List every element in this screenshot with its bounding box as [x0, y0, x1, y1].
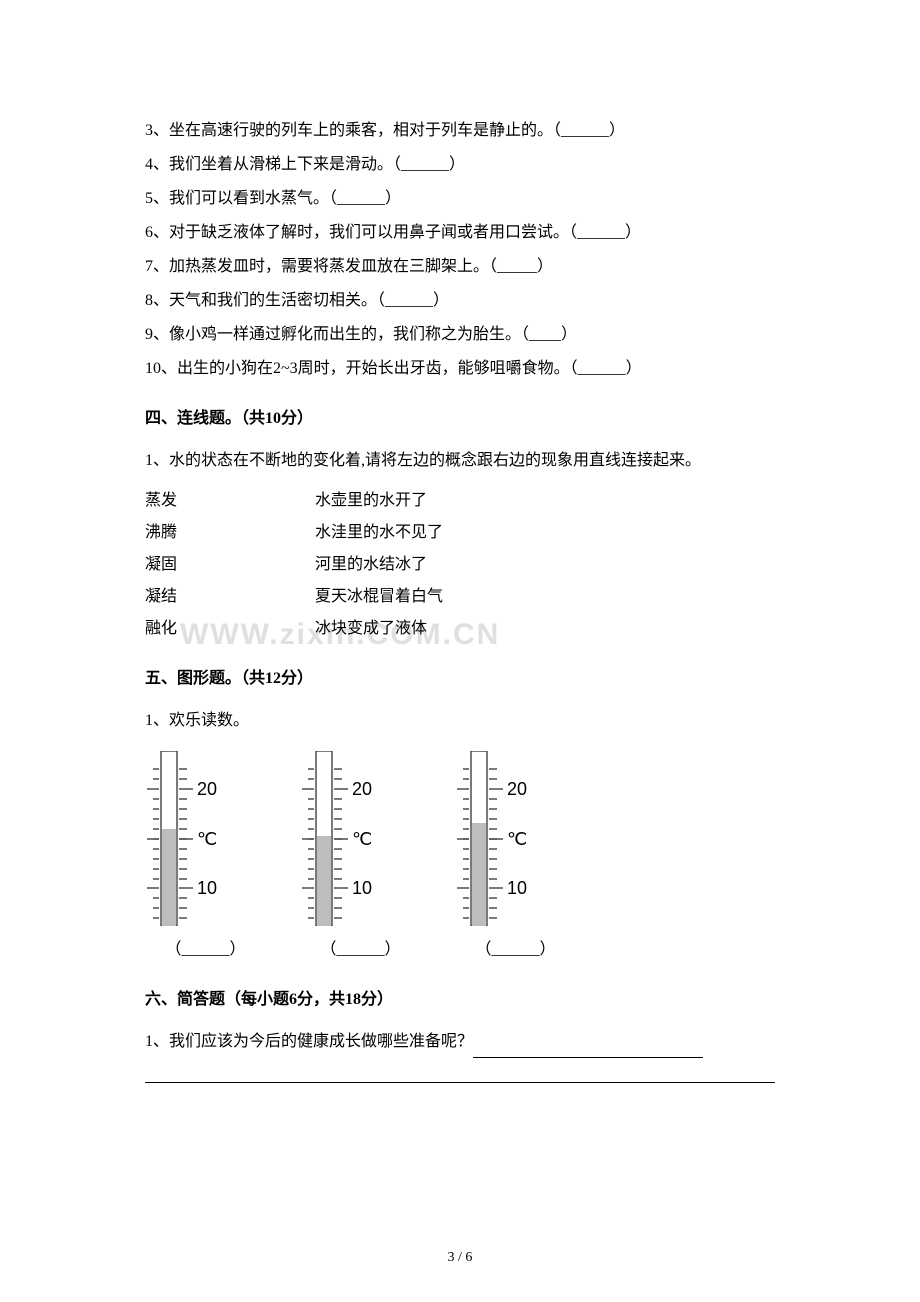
match-right: 水壶里的水开了: [315, 485, 427, 517]
match-row: 融化冰块变成了液体: [145, 613, 775, 645]
svg-text:℃: ℃: [507, 829, 527, 849]
match-right: 冰块变成了液体: [315, 613, 427, 645]
match-row: 蒸发水壶里的水开了: [145, 485, 775, 517]
match-row: 凝结夏天冰棍冒着白气: [145, 581, 775, 613]
judgement-question: 7、加热蒸发皿时，需要将蒸发皿放在三脚架上。（_____）: [145, 251, 775, 283]
thermometer-group: 20 ℃ 10 （______）: [453, 751, 578, 966]
match-row: 沸腾水洼里的水不见了: [145, 517, 775, 549]
svg-text:20: 20: [197, 779, 217, 799]
answer-underline-full: [145, 1082, 775, 1083]
svg-text:20: 20: [352, 779, 372, 799]
judgement-question: 5、我们可以看到水蒸气。（______）: [145, 183, 775, 215]
judgement-question: 8、天气和我们的生活密切相关。（______）: [145, 285, 775, 317]
svg-text:℃: ℃: [197, 829, 217, 849]
section4-intro: 1、水的状态在不断地的变化着,请将左边的概念跟右边的现象用直线连接起来。: [145, 445, 775, 477]
reading-blank: （______）: [475, 934, 555, 966]
section6-q1: 1、我们应该为今后的健康成长做哪些准备呢？: [145, 1026, 775, 1058]
section4-title: 四、连线题。（共10分）: [145, 403, 775, 435]
section5-intro: 1、欢乐读数。: [145, 705, 775, 737]
thermometer-group: 20 ℃ 10 （______）: [143, 751, 268, 966]
thermometer-icon: 20 ℃ 10: [298, 751, 423, 926]
reading-blank: （______）: [165, 934, 245, 966]
svg-text:10: 10: [197, 878, 217, 898]
section6-title: 六、简答题（每小题6分，共18分）: [145, 984, 775, 1016]
match-right: 水洼里的水不见了: [315, 517, 443, 549]
page-number: 3 / 6: [0, 1244, 920, 1272]
matching-block: 蒸发水壶里的水开了沸腾水洼里的水不见了凝固河里的水结冰了凝结夏天冰棍冒着白气融化…: [145, 485, 775, 645]
section3-questions: 3、坐在高速行驶的列车上的乘客，相对于列车是静止的。（______）4、我们坐着…: [145, 115, 775, 385]
match-left: 蒸发: [145, 485, 315, 517]
match-right: 河里的水结冰了: [315, 549, 427, 581]
match-row: 凝固河里的水结冰了: [145, 549, 775, 581]
svg-text:℃: ℃: [352, 829, 372, 849]
q1-text: 1、我们应该为今后的健康成长做哪些准备呢？: [145, 1033, 473, 1050]
judgement-question: 10、出生的小狗在2~3周时，开始长出牙齿，能够咀嚼食物。（______）: [145, 353, 775, 385]
svg-text:10: 10: [352, 878, 372, 898]
svg-text:10: 10: [507, 878, 527, 898]
thermometer-icon: 20 ℃ 10: [143, 751, 268, 926]
judgement-question: 4、我们坐着从滑梯上下来是滑动。（______）: [145, 149, 775, 181]
svg-text:20: 20: [507, 779, 527, 799]
reading-blank: （______）: [320, 934, 400, 966]
thermometer-icon: 20 ℃ 10: [453, 751, 578, 926]
match-right: 夏天冰棍冒着白气: [315, 581, 443, 613]
match-left: 沸腾: [145, 517, 315, 549]
thermometer-group: 20 ℃ 10 （______）: [298, 751, 423, 966]
match-left: 凝固: [145, 549, 315, 581]
match-left: 凝结: [145, 581, 315, 613]
page-content: 3、坐在高速行驶的列车上的乘客，相对于列车是静止的。（______）4、我们坐着…: [145, 115, 775, 1095]
answer-underline: [473, 1057, 703, 1058]
thermometer-row: 20 ℃ 10 （______） 20 ℃ 10 （______） 20 ℃ 10 （______）: [143, 751, 775, 966]
judgement-question: 6、对于缺乏液体了解时，我们可以用鼻子闻或者用口尝试。（______）: [145, 217, 775, 249]
match-left: 融化: [145, 613, 315, 645]
judgement-question: 3、坐在高速行驶的列车上的乘客，相对于列车是静止的。（______）: [145, 115, 775, 147]
section5-title: 五、图形题。（共12分）: [145, 663, 775, 695]
judgement-question: 9、像小鸡一样通过孵化而出生的，我们称之为胎生。（____）: [145, 319, 775, 351]
